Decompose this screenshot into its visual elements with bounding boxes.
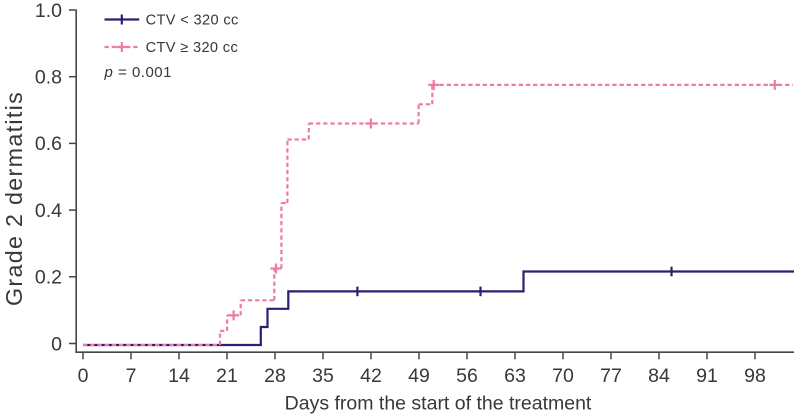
svg-text:0: 0	[51, 333, 62, 355]
svg-text:0.4: 0.4	[35, 200, 62, 222]
svg-text:21: 21	[216, 365, 238, 387]
svg-text:28: 28	[264, 365, 286, 387]
svg-text:CTV ≥ 320 cc: CTV ≥ 320 cc	[146, 40, 239, 56]
svg-text:14: 14	[168, 365, 190, 387]
svg-text:70: 70	[552, 365, 574, 387]
svg-text:7: 7	[126, 365, 137, 387]
svg-text:0: 0	[78, 365, 89, 387]
svg-text:CTV < 320 cc: CTV < 320 cc	[146, 13, 239, 29]
svg-text:0.6: 0.6	[35, 133, 62, 155]
svg-text:63: 63	[504, 365, 526, 387]
svg-text:35: 35	[312, 365, 334, 387]
svg-text:98: 98	[744, 365, 766, 387]
svg-text:Days from the start of the tre: Days from the start of the treatment	[285, 393, 592, 415]
svg-text:84: 84	[648, 365, 670, 387]
svg-text:p = 0.001: p = 0.001	[104, 64, 172, 81]
svg-text:1.0: 1.0	[35, 0, 62, 22]
svg-text:77: 77	[600, 365, 622, 387]
svg-text:0.8: 0.8	[35, 67, 62, 89]
svg-text:Grade 2 dermatitis: Grade 2 dermatitis	[1, 91, 27, 306]
svg-text:91: 91	[696, 365, 718, 387]
svg-text:56: 56	[456, 365, 478, 387]
svg-text:0.2: 0.2	[35, 267, 62, 289]
svg-text:42: 42	[360, 365, 382, 387]
svg-text:49: 49	[408, 365, 430, 387]
